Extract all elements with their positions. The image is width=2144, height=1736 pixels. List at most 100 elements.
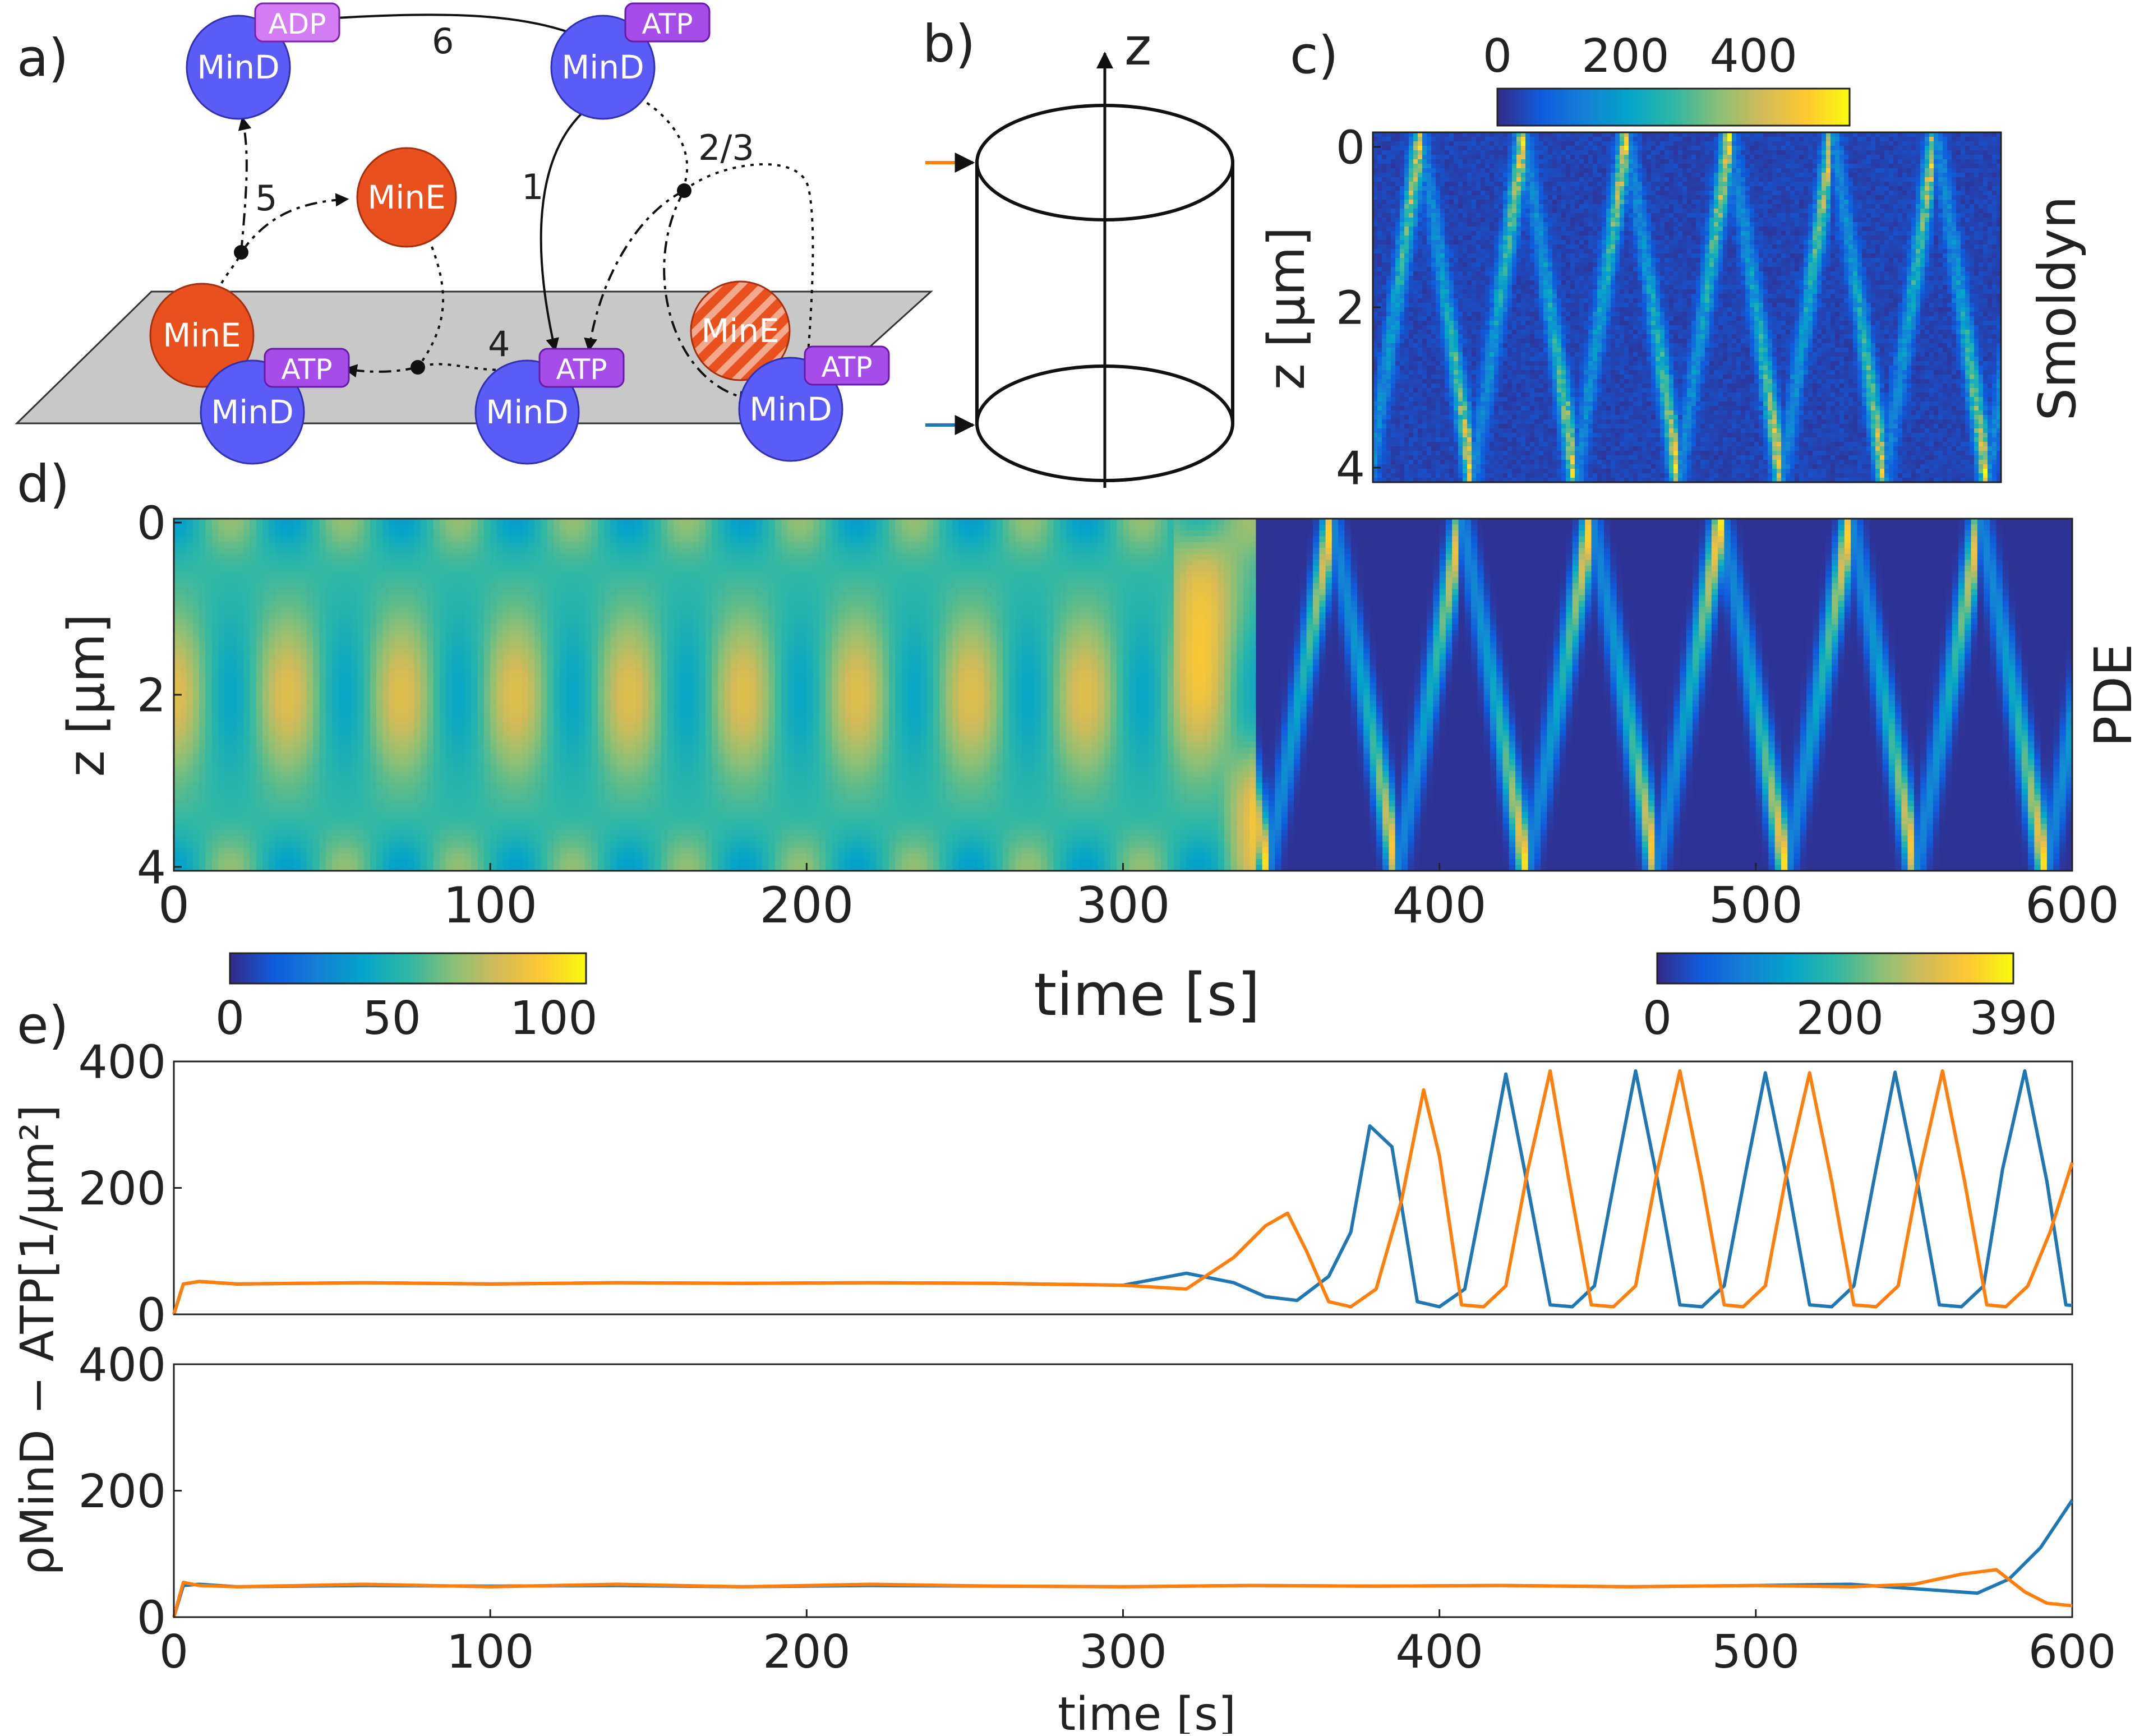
heatmap-cell xyxy=(1395,271,1400,276)
heatmap-cell xyxy=(1391,240,1396,245)
heatmap-cell xyxy=(1395,442,1400,447)
heatmap-cell xyxy=(1400,460,1405,465)
heatmap-cell xyxy=(1422,141,1427,146)
heatmap-cell xyxy=(1391,236,1396,241)
heatmap-cell xyxy=(1395,451,1400,456)
heatmap-cell xyxy=(1377,280,1382,285)
heatmap-cell xyxy=(1400,384,1405,389)
heatmap-cell xyxy=(1377,209,1382,214)
heatmap-cell xyxy=(1377,370,1382,375)
heatmap-cell xyxy=(1404,146,1409,151)
heatmap-cell xyxy=(1413,200,1418,205)
heatmap-cell xyxy=(1409,168,1414,173)
heatmap-cell xyxy=(1395,240,1400,245)
heatmap-cell xyxy=(1395,469,1400,474)
heatmap-cell xyxy=(1413,393,1418,398)
heatmap-cell xyxy=(1386,307,1391,312)
heatmap-cell xyxy=(1400,442,1405,447)
heatmap-cell xyxy=(1391,397,1396,402)
heatmap-cell xyxy=(1409,294,1414,299)
heatmap-cell xyxy=(1404,236,1409,241)
heatmap-cell xyxy=(1404,455,1409,460)
heatmap-cell xyxy=(1395,258,1400,263)
heatmap-cell xyxy=(1404,267,1409,272)
heatmap-cell xyxy=(1400,361,1405,366)
heatmap-cell xyxy=(1400,473,1405,478)
heatmap-cell xyxy=(1391,451,1396,456)
heatmap-cell xyxy=(1391,339,1396,344)
heatmap-cell xyxy=(1409,361,1414,366)
heatmap-cell xyxy=(1391,343,1396,348)
heatmap-cell xyxy=(1400,262,1405,267)
heatmap-cell xyxy=(1386,164,1391,169)
heatmap-cell xyxy=(1409,240,1414,245)
heatmap-cell xyxy=(1400,213,1405,218)
heatmap-cell xyxy=(1409,455,1414,460)
heatmap-cell xyxy=(1422,285,1427,290)
heatmap-cell xyxy=(1400,348,1405,353)
heatmap-cell xyxy=(1395,397,1400,402)
heatmap-cell xyxy=(1400,451,1405,456)
heatmap-cell xyxy=(1386,442,1391,447)
heatmap-cell xyxy=(1400,209,1405,214)
heatmap-cell xyxy=(1377,397,1382,402)
heatmap-cell xyxy=(1422,150,1427,155)
heatmap-cell xyxy=(1382,352,1387,357)
heatmap-cell xyxy=(1395,164,1400,169)
heatmap-cell xyxy=(1386,312,1391,317)
heatmap-cell xyxy=(1400,366,1405,371)
heatmap-cell xyxy=(1395,155,1400,160)
heatmap-cell xyxy=(1377,227,1382,232)
heatmap-cell xyxy=(1404,186,1409,191)
tick-label: 200 xyxy=(1582,30,1670,83)
reaction-label-5: 5 xyxy=(255,178,277,219)
heatmap-cell xyxy=(1382,325,1387,330)
heatmap-cell xyxy=(1413,253,1418,258)
heatmap-cell xyxy=(1386,325,1391,330)
heatmap-cell xyxy=(1391,231,1396,236)
heatmap-cell xyxy=(1386,455,1391,460)
heatmap-cell xyxy=(1413,267,1418,272)
heatmap-cell xyxy=(1409,244,1414,250)
heatmap-cell xyxy=(1418,352,1423,357)
heatmap-cell xyxy=(1377,262,1382,267)
heatmap-cell xyxy=(1422,289,1427,294)
heatmap-cell xyxy=(1404,388,1409,393)
heatmap-cell xyxy=(1391,384,1396,389)
heatmap-cell xyxy=(1418,460,1423,465)
heatmap-cell xyxy=(1400,357,1405,362)
panel-b-label: b) xyxy=(923,14,975,74)
heatmap-cell xyxy=(1391,262,1396,267)
heatmap-cell xyxy=(1395,419,1400,424)
heatmap-cell xyxy=(1404,141,1409,146)
heatmap-cell xyxy=(1382,258,1387,263)
heatmap-cell xyxy=(1409,231,1414,236)
heatmap-cell xyxy=(1418,146,1423,151)
heatmap-cell xyxy=(1386,213,1391,218)
heatmap-cell xyxy=(1400,186,1405,191)
heatmap-cell xyxy=(1409,164,1414,169)
heatmap-cell xyxy=(1386,186,1391,191)
heatmap-cell xyxy=(1413,312,1418,317)
heatmap-cell xyxy=(1404,473,1409,478)
heatmap-cell xyxy=(1413,150,1418,155)
heatmap-cell xyxy=(1395,401,1400,407)
heatmap-cell xyxy=(1386,401,1391,407)
heatmap-cell xyxy=(1377,200,1382,205)
heatmap-cell xyxy=(1409,195,1414,200)
heatmap-cell xyxy=(1404,280,1409,285)
heatmap-cell xyxy=(1404,155,1409,160)
heatmap-cell xyxy=(1382,370,1387,375)
heatmap-cell xyxy=(1391,267,1396,272)
heatmap-cell xyxy=(1382,249,1387,254)
heatmap-cell xyxy=(1386,339,1391,344)
heatmap-cell xyxy=(1391,298,1396,303)
heatmap-cell xyxy=(1382,298,1387,303)
heatmap-cell xyxy=(1418,200,1423,205)
heatmap-cell xyxy=(1395,330,1400,335)
heatmap-cell xyxy=(1404,173,1409,178)
heatmap-cell xyxy=(1382,271,1387,276)
heatmap-cell xyxy=(1382,236,1387,241)
heatmap-cell xyxy=(1418,312,1423,317)
